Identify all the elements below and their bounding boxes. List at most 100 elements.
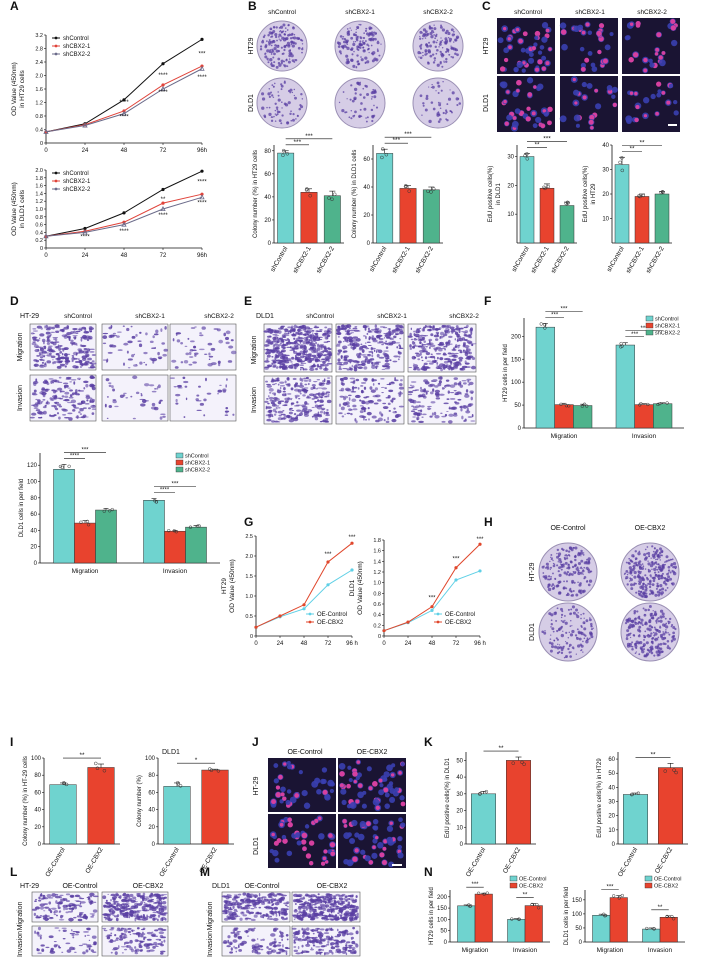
colony <box>301 43 304 45</box>
nucleus <box>348 778 353 783</box>
edu-nucleus <box>346 783 351 789</box>
stained-cell <box>351 359 355 363</box>
replicate-dot <box>176 782 181 786</box>
stained-cell <box>143 901 146 904</box>
colony <box>577 630 581 634</box>
colony <box>664 582 668 586</box>
colony <box>571 646 575 649</box>
x-tick-label: shCBX2-2 <box>550 245 571 274</box>
stained-cell <box>91 360 95 363</box>
data-point <box>454 566 458 570</box>
colony <box>658 588 662 592</box>
stained-cell <box>459 384 464 388</box>
stained-cell <box>326 363 333 365</box>
replicate-dot <box>305 187 309 191</box>
colony <box>289 112 292 116</box>
stained-cell <box>336 332 342 335</box>
stained-cell <box>313 326 319 328</box>
stained-cell <box>372 383 375 386</box>
colony <box>572 546 575 549</box>
stained-cell <box>37 417 43 419</box>
colony <box>544 567 547 569</box>
stained-cell <box>41 391 47 396</box>
edu-nucleus <box>635 23 641 28</box>
stained-cell <box>91 914 95 916</box>
stained-cell <box>459 380 462 385</box>
stained-cell <box>421 416 424 418</box>
transwell-image <box>101 891 169 923</box>
bar <box>623 794 648 845</box>
colony <box>450 110 452 113</box>
colony <box>542 572 545 574</box>
stained-cell <box>112 388 116 392</box>
stained-cell <box>419 386 423 390</box>
colony <box>582 651 584 653</box>
stained-cell <box>80 416 86 419</box>
edu-nucleus <box>596 30 602 37</box>
stained-cell <box>463 404 467 407</box>
colony <box>639 621 643 625</box>
stained-cell <box>37 410 43 415</box>
stained-cell <box>271 329 277 331</box>
stained-cell <box>375 365 378 370</box>
colony <box>289 49 292 51</box>
y-tick-label: 20 <box>30 545 37 551</box>
stained-cell <box>152 335 155 339</box>
chart-g2: 00.20.40.60.81.01.21.41.61.80 24 48 72 96 hD… <box>349 537 486 647</box>
stained-cell <box>172 338 175 342</box>
data-point <box>200 37 204 41</box>
colony <box>376 48 379 51</box>
legend-swatch <box>175 459 184 466</box>
colony <box>590 622 593 626</box>
colony <box>656 558 659 561</box>
stained-cell <box>349 377 355 380</box>
colony <box>270 62 273 66</box>
stained-cell <box>225 341 230 345</box>
stained-cell <box>460 408 463 412</box>
y-tick-label: 0 <box>40 141 43 147</box>
stained-cell <box>303 327 307 331</box>
colony <box>569 625 572 627</box>
colony <box>633 570 637 575</box>
stained-cell <box>370 328 376 331</box>
edu-nucleus <box>574 101 578 105</box>
edu-nucleus <box>400 801 406 807</box>
stained-cell <box>289 349 295 351</box>
colony <box>266 57 269 61</box>
stained-cell <box>452 354 459 359</box>
bar <box>554 404 574 429</box>
nucleus <box>304 824 310 829</box>
stained-cell <box>188 363 193 366</box>
edu-nucleus <box>540 123 546 129</box>
colony <box>437 111 440 113</box>
stained-cell <box>375 361 382 363</box>
y-tick-label: 1.4 <box>373 559 381 565</box>
stained-cell <box>298 343 300 346</box>
colony <box>654 573 658 577</box>
stained-cell <box>299 344 305 347</box>
x-tick-label: 0 <box>44 253 48 259</box>
stained-cell <box>424 356 428 360</box>
stained-cell <box>338 365 342 369</box>
stained-cell <box>294 405 300 407</box>
colony <box>368 26 372 30</box>
stained-cell <box>321 358 326 360</box>
stained-cell <box>87 895 93 897</box>
stained-cell <box>457 398 462 401</box>
y-tick-label: 0.4 <box>35 128 43 134</box>
colony <box>287 89 291 93</box>
stained-cell <box>394 342 401 344</box>
stained-cell <box>324 326 328 329</box>
stained-cell <box>38 337 41 340</box>
y-axis-title: Colony number (%) in HT29 cells <box>253 150 259 238</box>
nucleus <box>303 802 311 809</box>
edu-nucleus <box>379 852 385 858</box>
colony <box>359 81 362 84</box>
stained-cell <box>277 417 283 421</box>
colony <box>376 41 380 45</box>
colony <box>301 51 303 54</box>
stained-cell <box>437 376 443 380</box>
stained-cell <box>311 332 314 334</box>
colony <box>644 548 647 551</box>
stained-cell <box>145 332 148 336</box>
